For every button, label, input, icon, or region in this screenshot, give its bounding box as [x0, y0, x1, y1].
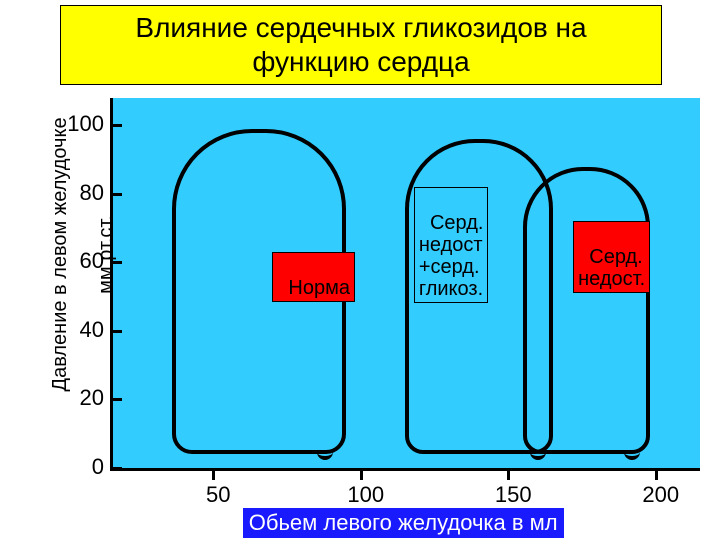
x-tick-label: 200 — [636, 482, 686, 508]
y-axis-title-l1: Давление в левом желудочке — [49, 117, 71, 391]
label-normal-text: Норма — [288, 277, 350, 299]
x-tick-label: 50 — [193, 482, 243, 508]
y-tick-label: 0 — [54, 454, 104, 480]
y-axis-title-l2: мм рт.ст. — [95, 215, 117, 294]
x-tick — [360, 468, 363, 480]
chart-title: Влияние сердечных гликозидов на функцию … — [60, 5, 662, 85]
chart-title-text: Влияние сердечных гликозидов на функцию … — [135, 11, 586, 78]
x-tick — [212, 468, 215, 480]
label-failure-text: Серд. недост. — [578, 246, 645, 290]
x-tick-label: 100 — [341, 482, 391, 508]
x-tick-label: 150 — [488, 482, 538, 508]
x-tick — [507, 468, 510, 480]
x-tick — [655, 468, 658, 480]
y-axis-title: Давление в левом желудочке мм рт.ст. — [26, 90, 118, 430]
x-axis-line — [110, 468, 700, 471]
label-failure: Серд. недост. — [573, 221, 650, 293]
label-normal: Норма — [272, 252, 355, 302]
y-tick — [110, 467, 122, 470]
x-axis-banner: Обьем левого желудочка в мл — [243, 508, 564, 538]
label-glycoside-text: Серд. недост +серд. гликоз. — [419, 212, 484, 300]
pv-loop-failure — [523, 167, 650, 455]
x-axis-banner-text: Обьем левого желудочка в мл — [249, 510, 558, 535]
label-glycoside: Серд. недост +серд. гликоз. — [414, 187, 489, 303]
